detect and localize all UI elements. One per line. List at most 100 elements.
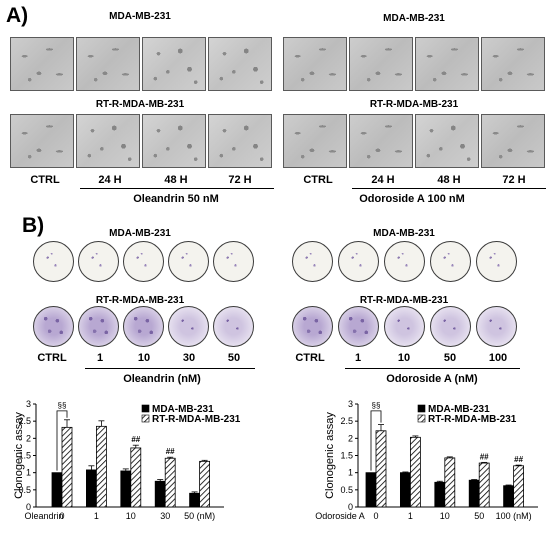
bar-mda-mb-231 [434,481,446,508]
micrograph [208,114,272,168]
significance-mark: ## [514,455,523,464]
y-tick-label: 0 [348,502,353,512]
timepoint-label: 48 H [164,174,188,186]
significance-bracket [56,410,68,471]
legend-label: RT-R-MDA-MB-231 [428,414,517,425]
y-tick-label: 1 [26,468,31,478]
timepoint-label: 72 H [228,174,252,186]
dose-label: 1 [354,352,362,364]
colony-dish [338,241,379,282]
significance-mark: ## [131,435,140,444]
dose-label: 1 [96,352,104,364]
x-tick-label: 0 [373,511,378,521]
significance-mark: ## [480,452,489,461]
legend-swatch [141,404,150,413]
x-axis-label: Oleandrin [24,511,63,521]
legend-label: RT-R-MDA-MB-231 [152,414,241,425]
x-tick-label: 100 (nM) [496,511,532,521]
micrograph [142,37,206,91]
timepoint-label: 72 H [502,174,526,186]
y-tick-label: 2 [26,433,31,443]
x-axis-label: Odoroside A [315,511,365,521]
significance-bracket [370,410,382,471]
x-tick-label: 10 [126,511,136,521]
micrograph [283,37,347,91]
y-tick-label: 2.5 [340,416,353,426]
y-axis-label: Clonogenic assay [13,412,25,499]
panel-a-letter: A) [6,4,29,27]
bracket-mark: §§ [58,401,67,410]
colony-dish [384,306,425,347]
bar-rt-r-mda-mb-231 [409,436,421,508]
bar-mda-mb-231 [399,472,411,508]
colony-dish [78,306,119,347]
timepoint-label: CTRL [303,174,333,186]
colony-dish [476,306,517,347]
micrograph [76,37,140,91]
legend-swatch [417,404,426,413]
dose-label: 10 [397,352,411,364]
panel-a-right-bottom-line-label: RT-R-MDA-MB-231 [369,99,459,110]
colony-dish [213,241,254,282]
panel-b-letter: B) [22,214,45,237]
x-tick-label: 1 [408,511,413,521]
bar-rt-r-mda-mb-231 [375,430,387,508]
y-tick-label: 0.5 [340,485,353,495]
micrograph [415,114,479,168]
y-tick-label: 0.5 [18,485,31,495]
colony-dish [430,306,471,347]
panel-a-left-bottom-line-label: RT-R-MDA-MB-231 [95,99,185,110]
bar-mda-mb-231 [468,479,480,508]
colony-dish [430,241,471,282]
dose-label: 100 [488,352,508,364]
y-tick-label: 2 [348,433,353,443]
micrograph [142,114,206,168]
dose-label: 30 [182,352,196,364]
micrograph [481,114,545,168]
y-tick-label: 1.5 [18,451,31,461]
legend-swatch [417,414,426,423]
x-tick-label: 50 (nM) [184,511,215,521]
y-axis-label: Clonogenic assay [324,412,336,499]
legend-swatch [141,414,150,423]
treatment-label: Oleandrin (nM) [123,373,201,385]
bar-mda-mb-231 [365,472,377,508]
panel-b-right-bottom-line-label: RT-R-MDA-MB-231 [359,295,449,306]
treatment-label: Oleandrin 50 nM [133,193,219,205]
colony-dish [78,241,119,282]
dose-label: 50 [443,352,457,364]
y-tick-label: 1 [348,468,353,478]
timepoint-label: 48 H [437,174,461,186]
y-tick-label: 3 [26,399,31,409]
bar-mda-mb-231 [503,485,515,508]
micrograph [283,114,347,168]
x-tick-label: 1 [94,511,99,521]
x-tick-label: 30 [160,511,170,521]
x-tick-label: 10 [440,511,450,521]
micrograph [10,114,74,168]
dose-label: CTRL [295,352,325,364]
x-tick-label: 0 [59,511,64,521]
panel-b-left-top-line-label: MDA-MB-231 [109,228,171,239]
bar-rt-r-mda-mb-231 [444,457,456,508]
colony-dish [168,306,209,347]
y-tick-label: 2.5 [18,416,31,426]
colony-dish [33,241,74,282]
treatment-underline [80,188,274,189]
y-tick-label: 0 [26,502,31,512]
timepoint-label: 24 H [98,174,122,186]
colony-dish [168,241,209,282]
micrograph [415,37,479,91]
timepoint-label: 24 H [371,174,395,186]
panel-b-right-top-line-label: MDA-MB-231 [373,228,435,239]
bar-rt-r-mda-mb-231 [478,462,490,508]
colony-dish [123,241,164,282]
dose-label: 50 [227,352,241,364]
dose-label: CTRL [37,352,67,364]
micrograph [481,37,545,91]
colony-dish [476,241,517,282]
colony-dish [213,306,254,347]
panel-b-left-bottom-line-label: RT-R-MDA-MB-231 [95,295,185,306]
treatment-label: Odoroside A 100 nM [359,193,465,205]
